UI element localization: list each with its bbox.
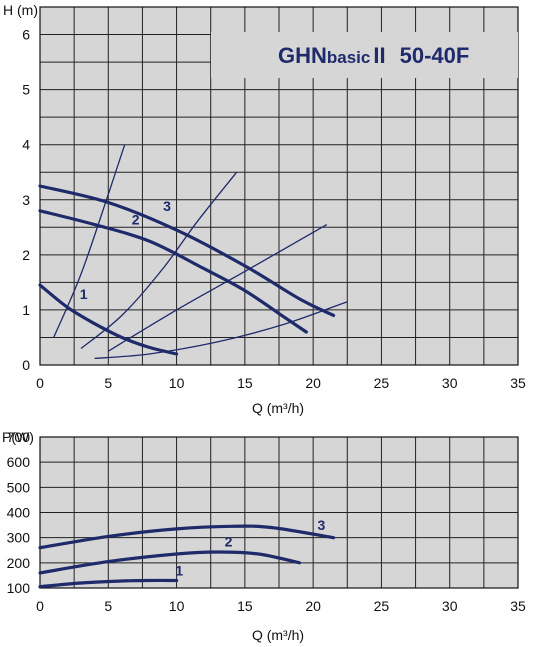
head-chart: GHNbasic II 50-40F 1 2 3 0 5 10 15 20 25 30 35 0 1 2 3 4… bbox=[3, 2, 526, 416]
power-y-tick-label: 600 bbox=[7, 454, 31, 470]
head-y-tick-label: 6 bbox=[22, 27, 30, 43]
head-y-axis-label: H (m) bbox=[3, 2, 38, 18]
title-sub: basic bbox=[327, 48, 370, 67]
power-curve-label-1: 1 bbox=[175, 562, 183, 578]
head-x-tick-label: 15 bbox=[237, 375, 253, 391]
head-curve-1 bbox=[38, 283, 179, 356]
title-background bbox=[211, 32, 518, 78]
head-x-tick-label: 35 bbox=[510, 375, 526, 391]
head-y-tick-label: 3 bbox=[22, 192, 30, 208]
system-curve-1 bbox=[53, 144, 126, 338]
power-x-tick-label: 0 bbox=[36, 598, 44, 614]
head-y-tick-label: 2 bbox=[22, 247, 30, 263]
system-curves bbox=[53, 144, 348, 360]
title-main: GHN bbox=[278, 43, 327, 68]
head-x-tick-label: 25 bbox=[374, 375, 390, 391]
power-x-tick-label: 25 bbox=[374, 598, 390, 614]
head-curve-label-2: 2 bbox=[132, 212, 140, 228]
head-curve-label-3: 3 bbox=[163, 198, 171, 214]
power-grid bbox=[39, 436, 519, 589]
system-curve-4 bbox=[94, 301, 348, 360]
curve-labels-head: 1 2 3 bbox=[80, 198, 171, 302]
head-x-tick-label: 10 bbox=[169, 375, 185, 391]
head-y-tick-label: 1 bbox=[22, 302, 30, 318]
head-x-tick-label: 30 bbox=[442, 375, 458, 391]
pump-curves-head bbox=[38, 184, 336, 356]
power-x-tick-label: 10 bbox=[169, 598, 185, 614]
curve-labels-power: 1 2 3 bbox=[175, 517, 325, 578]
head-y-tick-label: 4 bbox=[22, 137, 30, 153]
head-x-tick-label: 5 bbox=[104, 375, 112, 391]
head-x-axis-label: Q (m³/h) bbox=[252, 400, 304, 416]
chart-title: GHNbasic II 50-40F bbox=[278, 43, 469, 68]
power-curve-label-3: 3 bbox=[317, 517, 325, 533]
head-y-tick-label: 5 bbox=[22, 82, 30, 98]
head-curve-2 bbox=[38, 209, 308, 334]
power-curve-2 bbox=[38, 550, 302, 575]
power-x-tick-label: 20 bbox=[305, 598, 321, 614]
system-curve-3 bbox=[107, 224, 328, 352]
power-y-tick-label: 500 bbox=[7, 479, 31, 495]
title-roman: II bbox=[373, 43, 385, 68]
power-y-tick-label: 100 bbox=[7, 580, 31, 596]
power-y-axis-label: P(W) bbox=[2, 429, 34, 445]
head-y-tick-label: 0 bbox=[22, 357, 30, 373]
power-plot-frame bbox=[39, 436, 519, 589]
power-curve-3 bbox=[38, 524, 336, 550]
title-model: 50-40F bbox=[400, 43, 470, 68]
power-y-tick-label: 200 bbox=[7, 555, 31, 571]
power-x-axis-label: Q (m³/h) bbox=[252, 627, 304, 643]
head-curve-3 bbox=[38, 184, 336, 317]
head-axis-ticks: 0 5 10 15 20 25 30 35 0 1 2 3 4 5 6 bbox=[22, 27, 526, 391]
power-curve-label-2: 2 bbox=[225, 533, 233, 549]
pump-curves-power bbox=[38, 524, 336, 589]
head-x-tick-label: 0 bbox=[36, 375, 44, 391]
power-y-tick-label: 700 bbox=[7, 429, 31, 445]
power-y-tick-label: 300 bbox=[7, 530, 31, 546]
power-x-tick-label: 35 bbox=[510, 598, 526, 614]
title-box: GHNbasic II 50-40F bbox=[211, 32, 518, 78]
power-x-tick-label: 15 bbox=[237, 598, 253, 614]
power-chart: 123 0 5 10 15 20 25 30 35100200300400500600700 … bbox=[2, 429, 526, 643]
power-axis-ticks: 0 5 10 15 20 25 30 35 100 200 300 400 500 600 700 bbox=[7, 429, 526, 614]
power-x-tick-label: 30 bbox=[442, 598, 458, 614]
power-curve-1 bbox=[38, 578, 179, 589]
power-y-tick-label: 400 bbox=[7, 505, 31, 521]
system-curve-2 bbox=[80, 171, 238, 350]
power-x-tick-label: 5 bbox=[104, 598, 112, 614]
head-x-tick-label: 20 bbox=[305, 375, 321, 391]
head-curve-label-1: 1 bbox=[80, 286, 88, 302]
